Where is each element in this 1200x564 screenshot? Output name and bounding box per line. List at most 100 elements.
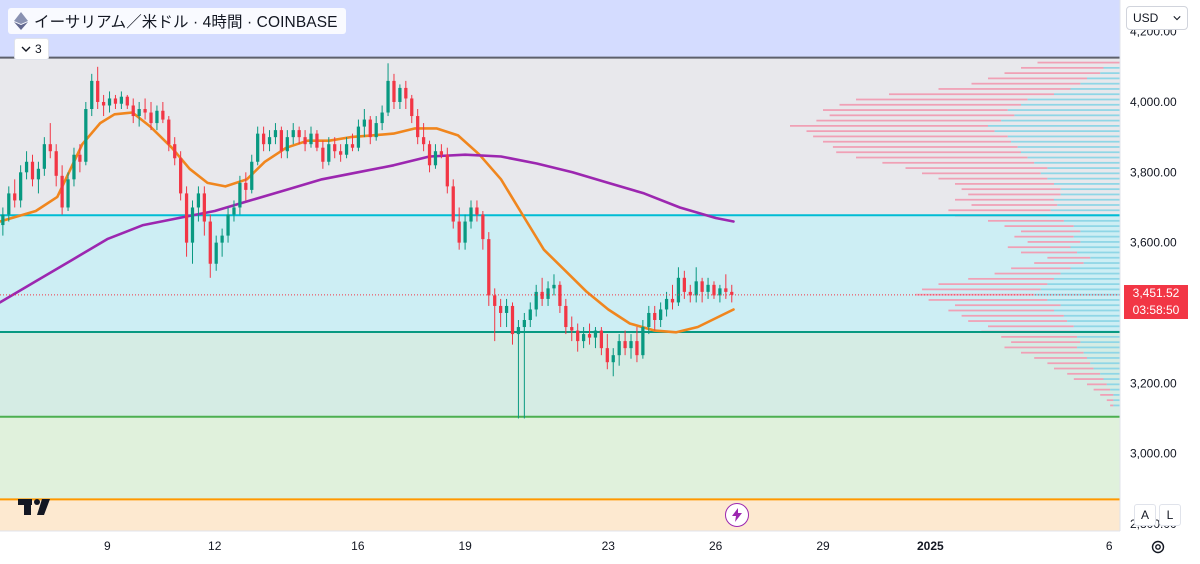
candle-body: [66, 179, 70, 208]
volume-profile-bar: [928, 299, 1048, 301]
currency-label: USD: [1133, 11, 1159, 25]
volume-profile-bar: [1113, 399, 1120, 402]
candle-body: [155, 110, 159, 124]
volume-profile-bar: [1073, 325, 1120, 328]
candle-body: [173, 144, 177, 159]
moving-average-line: [0, 153, 735, 304]
volume-profile-bar: [1093, 388, 1111, 391]
candle-body: [670, 298, 675, 303]
volume-profile-bar: [988, 77, 1087, 80]
volume-profile-bar: [1001, 335, 1078, 338]
x-axis-ticks: 9 12 16 19 23 26 29 2025 6: [104, 539, 1113, 553]
volume-profile-bar: [994, 130, 1120, 133]
x-tick-label: 29: [816, 539, 830, 553]
candle-body: [285, 137, 289, 152]
volume-profile-bar: [839, 103, 1021, 106]
volume-profile-bar: [968, 193, 1061, 196]
volume-profile-bar: [938, 283, 1048, 286]
volume-profile-bar: [1073, 378, 1104, 380]
log-scale-button[interactable]: L: [1159, 504, 1181, 526]
candle-body: [13, 193, 17, 201]
volume-profile-bar: [1027, 98, 1120, 101]
volume-profile-bar: [816, 119, 1002, 122]
volume-profile-bar: [1047, 167, 1120, 169]
volume-profile-bar: [806, 130, 995, 133]
candle-body: [421, 137, 426, 145]
candle-body: [107, 98, 112, 106]
candle-body: [226, 214, 230, 236]
candle-body: [7, 193, 11, 215]
lightning-button[interactable]: [725, 503, 749, 527]
volume-profile-bar: [1007, 246, 1071, 249]
symbol-title[interactable]: イーサリアム／米ドル · 4時間 · COINBASE: [8, 8, 346, 34]
x-tick-label: 6: [1106, 539, 1113, 553]
volume-profile-bar: [1021, 351, 1084, 354]
candle-body: [220, 235, 224, 243]
candle-body: [587, 334, 592, 338]
volume-profile-bar: [1054, 93, 1120, 96]
volume-profile-bar: [971, 204, 1058, 206]
volume-profile-bar: [1014, 114, 1120, 117]
volume-profile-bar: [1021, 230, 1081, 233]
volume-profile-bar: [938, 177, 1048, 180]
candle-body: [416, 116, 420, 138]
volume-profile-bar: [1073, 235, 1120, 238]
tradingview-logo[interactable]: [18, 497, 56, 517]
volume-profile-bar: [1083, 262, 1120, 264]
volume-profile-bar: [1047, 177, 1120, 180]
volume-profile-bar: [1027, 156, 1120, 159]
y-tick-label: 4,000.00: [1130, 95, 1177, 109]
candle-body: [256, 133, 260, 162]
volume-profile-bar: [1060, 272, 1120, 275]
candle-body: [315, 133, 319, 148]
price-axis-bg[interactable]: [1120, 0, 1200, 531]
auto-scale-button[interactable]: A: [1134, 504, 1156, 526]
volume-profile-bar: [856, 156, 1028, 159]
candle-body: [724, 288, 728, 292]
volume-profile-bar: [1070, 267, 1120, 270]
volume-profile-bar: [1047, 362, 1091, 365]
candle-body: [196, 193, 201, 208]
candle-body: [522, 320, 526, 328]
currency-select[interactable]: USD: [1126, 6, 1188, 30]
candle-body: [552, 284, 556, 289]
candle-body: [327, 144, 331, 162]
candle-body: [504, 305, 509, 313]
time-axis-bg[interactable]: [0, 531, 1120, 559]
candle-body: [96, 80, 100, 102]
volume-profile-bar: [1080, 82, 1120, 85]
candle-body: [202, 193, 206, 222]
volume-profile-bar: [968, 277, 1054, 280]
volume-profile-bar: [948, 209, 1051, 212]
candle-body: [564, 305, 568, 328]
volume-profile-bar: [836, 151, 1021, 154]
chevron-down-icon: [21, 46, 31, 52]
x-tick-label: 12: [208, 539, 222, 553]
candle-body: [131, 105, 135, 117]
volume-profile-bar: [1004, 72, 1101, 75]
volume-profile-bar: [1063, 314, 1120, 317]
volume-profile-bar: [829, 114, 1015, 117]
volume-profile-bar: [1034, 357, 1087, 359]
indicator-collapse-button[interactable]: 3: [14, 38, 49, 60]
settings-button[interactable]: [1148, 537, 1168, 557]
volume-profile-bar: [915, 293, 1035, 296]
volume-profile-bar: [1004, 346, 1078, 349]
volume-profile-bar: [922, 172, 1041, 175]
candle-body: [664, 298, 669, 310]
volume-profile-bar: [889, 93, 1054, 96]
volume-profile-bar: [938, 88, 1071, 90]
x-tick-label: 2025: [917, 539, 944, 553]
candle-body: [238, 182, 242, 208]
volume-profile-bar: [1080, 241, 1120, 243]
volume-profile-bar: [1011, 140, 1120, 143]
candle-body: [232, 207, 236, 215]
volume-profile-bar: [1047, 299, 1120, 301]
candle-body: [730, 291, 734, 295]
volume-profile-bar: [1106, 399, 1114, 402]
candle-body: [101, 101, 106, 106]
candle-body: [214, 242, 218, 264]
candle-body: [641, 327, 645, 356]
